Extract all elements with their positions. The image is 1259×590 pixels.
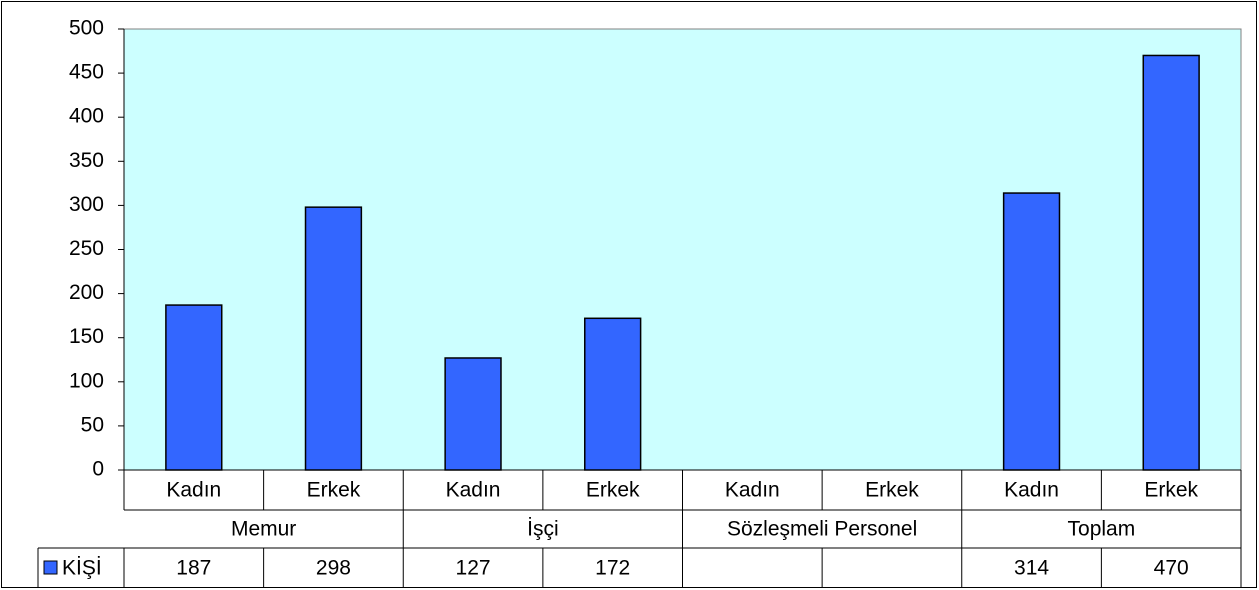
y-tick-label: 300 [69, 193, 104, 216]
x-tick-label: Kadın [446, 479, 501, 502]
bar [165, 304, 223, 471]
x-tick-label: Kadın [1004, 479, 1059, 502]
table-value: 127 [456, 557, 491, 580]
bar [1142, 54, 1200, 471]
y-tick-label: 450 [69, 61, 104, 84]
legend-swatch [43, 560, 58, 575]
group-label: Memur [231, 518, 296, 541]
y-tick-label: 500 [69, 17, 104, 40]
table-value: 187 [176, 557, 211, 580]
legend-label: KİŞİ [62, 557, 102, 580]
bar [444, 357, 502, 471]
y-tick-label: 250 [69, 237, 104, 260]
table-value: 314 [1014, 557, 1049, 580]
y-tick-label: 400 [69, 105, 104, 128]
group-label: İşçi [527, 518, 559, 541]
bar [584, 317, 642, 471]
table-value: 298 [316, 557, 351, 580]
y-tick-label: 200 [69, 281, 104, 304]
x-tick-label: Erkek [1144, 479, 1198, 502]
y-tick-label: 150 [69, 325, 104, 348]
bar [1002, 192, 1061, 471]
x-tick-label: Kadın [166, 479, 221, 502]
x-tick-label: Kadın [725, 479, 780, 502]
plot-area [123, 28, 1242, 471]
group-label: Sözleşmeli Personel [727, 518, 917, 541]
x-tick-label: Erkek [307, 479, 361, 502]
x-tick-label: Erkek [586, 479, 640, 502]
group-label: Toplam [1068, 518, 1136, 541]
y-tick-label: 50 [81, 413, 104, 436]
table-value: 172 [595, 557, 630, 580]
bar [304, 206, 363, 471]
y-tick-label: 350 [69, 149, 104, 172]
table-value: 470 [1154, 557, 1189, 580]
x-tick-label: Erkek [865, 479, 919, 502]
y-tick-label: 0 [92, 458, 104, 481]
y-tick-label: 100 [69, 369, 104, 392]
